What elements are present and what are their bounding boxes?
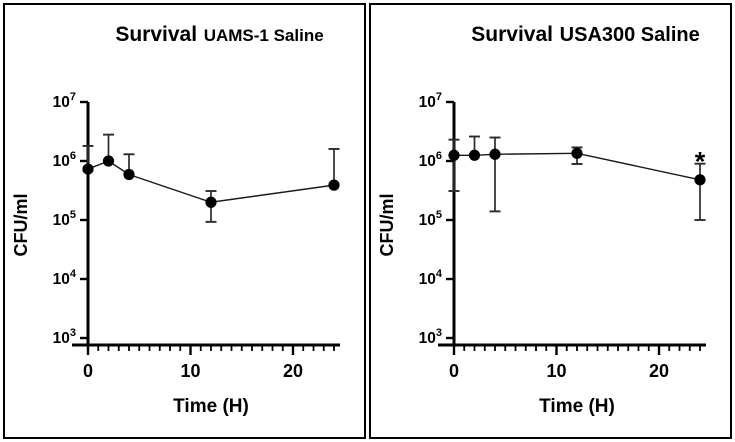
x-tick-label: 10 (546, 361, 566, 381)
y-tick-label: 103 (53, 327, 76, 347)
data-point-marker (571, 147, 583, 159)
panel-title-main: Survival (471, 23, 553, 46)
x-axis-label: Time (H) (173, 396, 249, 417)
panel-title: Survival UAMS-1 Saline (83, 20, 356, 48)
panel-usa300-saline: Survival USA300 Saline CFU/ml 103 104 105 1… (369, 3, 732, 439)
significance-asterisk: * (695, 146, 706, 176)
chart-canvas-usa300: 103 104 105 106 107 0 10 20 * (419, 91, 706, 381)
panel-uams1-saline: Survival UAMS-1 Saline CFU/ml 103 104 105 1… (3, 3, 366, 439)
y-tick-label: 106 (53, 150, 76, 170)
data-point-marker (448, 149, 460, 161)
y-tick-label: 105 (53, 209, 76, 229)
x-axis-label: Time (H) (539, 396, 615, 417)
data-point-marker (123, 168, 135, 181)
y-tick-label: 107 (419, 91, 442, 111)
panel-title: Survival USA300 Saline (449, 20, 722, 48)
data-point-marker (468, 149, 481, 161)
y-tick-label: 104 (53, 268, 77, 288)
panel-title-sub: USA300 Saline (559, 24, 700, 46)
data-point-marker (694, 174, 706, 186)
y-tick-label: 103 (419, 327, 442, 347)
data-point-marker (82, 163, 94, 175)
x-tick-label: 10 (180, 361, 200, 381)
y-tick-label: 107 (53, 91, 76, 111)
y-tick-label: 104 (419, 268, 443, 288)
x-tick-label: 0 (449, 361, 459, 381)
x-tick-label: 0 (83, 361, 93, 381)
data-point-marker (489, 148, 501, 160)
y-tick-label: 106 (419, 150, 442, 170)
panel-title-main: Survival (115, 23, 198, 46)
x-tick-label: 20 (649, 361, 669, 381)
data-point-marker (328, 179, 340, 191)
panel-title-sub: UAMS-1 Saline (203, 26, 324, 45)
chart-canvas-uams1: 103 104 105 106 107 0 10 20 (53, 91, 340, 381)
x-tick-label: 20 (283, 361, 303, 381)
data-point-marker (205, 196, 217, 208)
data-point-marker (102, 155, 115, 167)
y-tick-label: 105 (419, 209, 442, 229)
